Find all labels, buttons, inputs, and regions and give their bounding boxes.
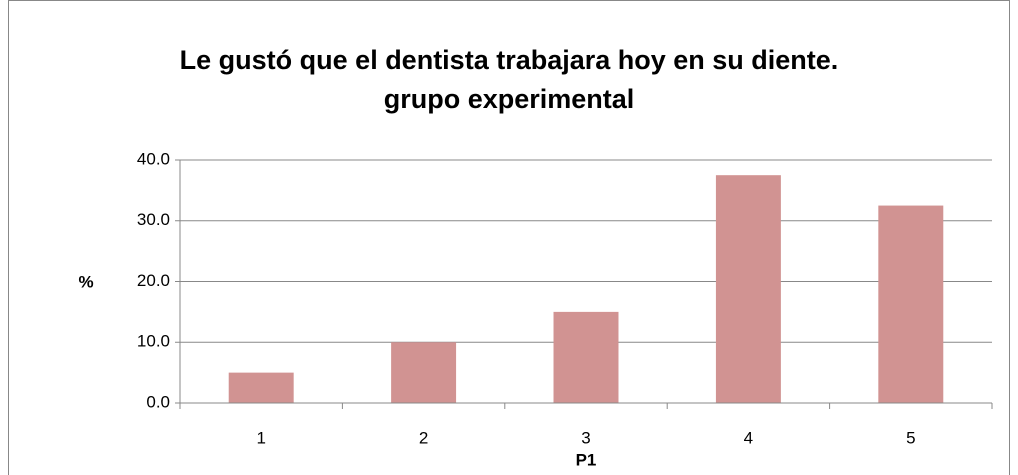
y-tick-label: 0.0 (146, 392, 170, 411)
chart-subtitle: grupo experimental (384, 84, 635, 114)
x-tick-label: 2 (419, 428, 428, 447)
chart-title: Le gustó que el dentista trabajara hoy e… (180, 45, 839, 75)
bar (391, 342, 457, 403)
y-tick-label: 20.0 (137, 271, 170, 290)
x-axis-title: P1 (576, 450, 597, 469)
y-tick-label: 30.0 (137, 210, 170, 229)
bar (878, 205, 944, 403)
x-tick-label: 3 (581, 428, 590, 447)
y-tick-label: 10.0 (137, 332, 170, 351)
x-tick-label: 1 (256, 428, 265, 447)
bar (715, 175, 781, 403)
y-axis-title: % (78, 272, 93, 291)
y-tick-label: 40.0 (137, 149, 170, 168)
bar (553, 311, 619, 403)
chart-frame (8, 0, 1010, 475)
x-tick-label: 4 (744, 428, 753, 447)
bar (228, 372, 294, 403)
x-tick-label: 5 (906, 428, 915, 447)
